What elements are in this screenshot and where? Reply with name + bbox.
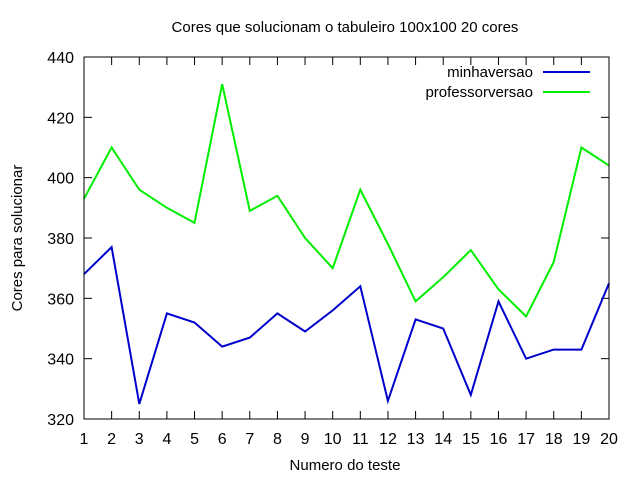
x-tick-label: 6 (218, 431, 227, 448)
x-tick-label: 10 (324, 431, 342, 448)
x-tick-label: 11 (352, 431, 369, 448)
legend: minhaversao professorversao (425, 64, 590, 101)
x-axis-label: Numero do teste (290, 457, 401, 474)
x-tick-label: 19 (572, 431, 590, 448)
plot-frame (83, 56, 610, 420)
x-tick-label: 1 (80, 431, 89, 448)
x-tick-label: 17 (517, 431, 535, 448)
x-tick-label: 14 (434, 431, 452, 448)
y-tick-label: 340 (47, 352, 74, 369)
x-tick-label: 9 (301, 431, 310, 448)
x-tick-label: 13 (407, 431, 425, 448)
x-tick-label: 16 (490, 431, 508, 448)
x-tick-label: 18 (545, 431, 563, 448)
y-tick-label: 440 (47, 50, 74, 67)
x-tick-label: 5 (190, 431, 199, 448)
legend-label-professorversao: professorversao (425, 84, 533, 101)
series-line-minhaversao (83, 245, 610, 405)
x-tick-label: 12 (379, 431, 397, 448)
legend-label-minhaversao: minhaversao (447, 64, 533, 81)
x-tick-label: 4 (162, 431, 171, 448)
y-tick-label: 420 (47, 110, 74, 127)
y-tick-label: 320 (47, 412, 74, 429)
y-tick-label: 360 (47, 291, 74, 308)
chart-title: Cores que solucionam o tabuleiro 100x100… (172, 19, 519, 36)
x-tick-label: 7 (245, 431, 254, 448)
y-axis-label: Cores para solucionar (9, 165, 26, 312)
x-tick-label: 15 (462, 431, 480, 448)
y-tick-label: 400 (47, 171, 74, 188)
x-tick-label: 3 (135, 431, 144, 448)
series-line-professorversao (83, 83, 610, 319)
series-lines (83, 83, 610, 405)
x-tick-label: 8 (273, 431, 282, 448)
x-tick-label: 2 (107, 431, 116, 448)
y-tick-label: 380 (47, 231, 74, 248)
x-tick-label: 20 (600, 431, 618, 448)
